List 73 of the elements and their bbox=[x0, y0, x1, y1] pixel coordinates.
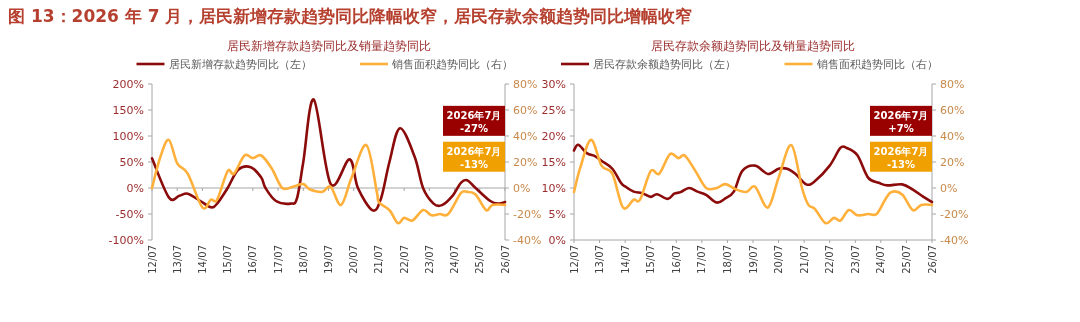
x-tick-label: 13/07 bbox=[594, 245, 606, 274]
annotation: 2026年7月 -27% bbox=[446, 109, 502, 134]
x-tick-label: 21/07 bbox=[798, 245, 810, 274]
x-tick-label: 26/07 bbox=[499, 245, 511, 274]
y-tick-label: 10% bbox=[541, 182, 566, 195]
x-tick-label: 14/07 bbox=[196, 245, 208, 274]
x-tick-label: 15/07 bbox=[222, 245, 234, 274]
x-tick-label: 22/07 bbox=[398, 245, 410, 274]
legend-label: 销售面积趋势同比（右） bbox=[391, 58, 513, 71]
y2-tick-label: -40% bbox=[940, 234, 969, 247]
x-tick-label: 23/07 bbox=[423, 245, 435, 274]
x-tick-label: 23/07 bbox=[849, 245, 861, 274]
x-tick-label: 16/07 bbox=[670, 245, 682, 274]
x-tick-label: 20/07 bbox=[773, 245, 785, 274]
y-tick-label: 5% bbox=[548, 208, 566, 221]
x-tick-label: 18/07 bbox=[297, 245, 309, 274]
y2-tick-label: 0% bbox=[513, 182, 531, 195]
legend-label: 居民存款余额趋势同比（左） bbox=[593, 58, 736, 71]
chart-subtitle: 居民存款余额趋势同比及销量趋势同比 bbox=[651, 39, 855, 53]
x-tick-label: 25/07 bbox=[474, 245, 486, 274]
line-series bbox=[572, 143, 934, 204]
y2-tick-label: 40% bbox=[513, 130, 538, 143]
y-tick-label: 100% bbox=[112, 130, 144, 143]
x-tick-label: 20/07 bbox=[348, 245, 360, 274]
legend-label: 居民新增存款趋势同比（左） bbox=[168, 58, 312, 71]
x-tick-label: 19/07 bbox=[747, 245, 759, 274]
x-tick-label: 18/07 bbox=[721, 245, 733, 274]
x-tick-label: 17/07 bbox=[696, 245, 708, 274]
y2-tick-label: 40% bbox=[940, 130, 965, 143]
annotation: 2026年7月 +7% bbox=[873, 109, 929, 134]
x-tick-label: 16/07 bbox=[247, 245, 259, 274]
y2-tick-label: 20% bbox=[513, 156, 538, 169]
x-tick-label: 22/07 bbox=[824, 245, 836, 274]
x-tick-label: 26/07 bbox=[926, 245, 938, 274]
y-tick-label: 200% bbox=[112, 78, 144, 91]
y2-tick-label: -20% bbox=[513, 208, 542, 221]
y2-tick-label: 0% bbox=[940, 182, 958, 195]
x-tick-label: 13/07 bbox=[171, 245, 183, 274]
y-tick-label: -50% bbox=[115, 208, 144, 221]
legend-label: 销售面积趋势同比（右） bbox=[815, 58, 938, 71]
x-tick-label: 17/07 bbox=[272, 245, 284, 274]
y2-tick-label: 80% bbox=[513, 78, 538, 91]
x-tick-label: 21/07 bbox=[373, 245, 385, 274]
x-tick-label: 15/07 bbox=[645, 245, 657, 274]
line-series bbox=[572, 138, 934, 225]
x-tick-label: 14/07 bbox=[619, 245, 631, 274]
line-series bbox=[150, 98, 507, 212]
x-tick-label: 19/07 bbox=[323, 245, 334, 274]
y-tick-label: 15% bbox=[541, 156, 566, 169]
y-tick-label: 25% bbox=[541, 104, 566, 117]
y2-tick-label: 60% bbox=[940, 104, 965, 117]
chart-subtitle: 居民新增存款趋势同比及销量趋势同比 bbox=[226, 39, 431, 53]
annotation: 2026年7月 -13% bbox=[873, 145, 929, 170]
x-tick-label: 12/07 bbox=[146, 245, 158, 274]
y-tick-label: 150% bbox=[112, 104, 144, 117]
y2-tick-label: -20% bbox=[940, 208, 969, 221]
y2-tick-label: -40% bbox=[513, 234, 542, 247]
y-tick-label: 0% bbox=[126, 182, 144, 195]
y-tick-label: 0% bbox=[548, 234, 566, 247]
line-series bbox=[150, 138, 507, 225]
annotation: 2026年7月 -13% bbox=[446, 145, 502, 170]
y2-tick-label: 60% bbox=[513, 104, 538, 117]
x-tick-label: 24/07 bbox=[875, 245, 887, 274]
x-tick-label: 12/07 bbox=[568, 245, 580, 274]
y-tick-label: 30% bbox=[541, 78, 566, 91]
y-tick-label: 20% bbox=[541, 130, 566, 143]
x-tick-label: 24/07 bbox=[449, 245, 461, 274]
y2-tick-label: 80% bbox=[940, 78, 965, 91]
y2-tick-label: 20% bbox=[940, 156, 965, 169]
chart-title: 图 13：2026 年 7 月，居民新增存款趋势同比降幅收窄，居民存款余额趋势同比增幅收窄 bbox=[8, 6, 693, 26]
x-tick-label: 25/07 bbox=[900, 245, 912, 274]
y-tick-label: 50% bbox=[119, 156, 144, 169]
y-tick-label: -100% bbox=[108, 234, 144, 247]
